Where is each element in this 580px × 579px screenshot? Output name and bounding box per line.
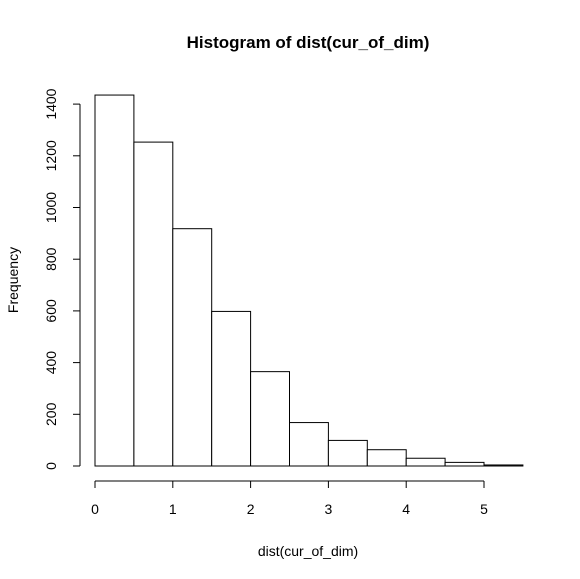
histogram-bar-2 [172,228,213,467]
y-tick-label-7: 1400 [43,88,59,119]
histogram-bar-8 [405,457,446,467]
x-tick-label-0: 0 [91,501,99,517]
x-axis-label: dist(cur_of_dim) [258,543,358,559]
y-axis-label: Frequency [5,247,21,313]
histogram-bar-9 [444,461,485,467]
x-tick-label-2: 2 [247,501,255,517]
bars-group [94,94,524,467]
histogram-bar-3 [211,310,252,467]
y-tick-label-1: 200 [43,402,59,426]
histogram-bar-1 [133,141,174,467]
chart-title: Histogram of dist(cur_of_dim) [187,33,430,52]
histogram-bar-6 [327,439,368,467]
histogram-bar-10 [483,464,524,467]
y-tick-label-6: 1200 [43,140,59,171]
histogram-bar-4 [250,371,291,467]
x-tick-label-5: 5 [480,501,488,517]
x-tick-label-4: 4 [402,501,410,517]
y-axis: 0 200 400 600 800 1000 1200 1400 [43,88,81,470]
histogram-bar-7 [366,449,407,467]
histogram-bar-0 [94,94,135,467]
histogram-bar-5 [289,422,329,467]
y-tick-label-2: 400 [43,351,59,375]
x-tick-label-3: 3 [325,501,333,517]
y-tick-label-3: 600 [43,299,59,323]
y-tick-label-0: 0 [43,462,59,470]
y-tick-label-5: 1000 [43,192,59,223]
x-tick-label-1: 1 [169,501,177,517]
x-axis: 0 1 2 3 4 5 [91,480,488,517]
y-tick-label-4: 800 [43,247,59,271]
